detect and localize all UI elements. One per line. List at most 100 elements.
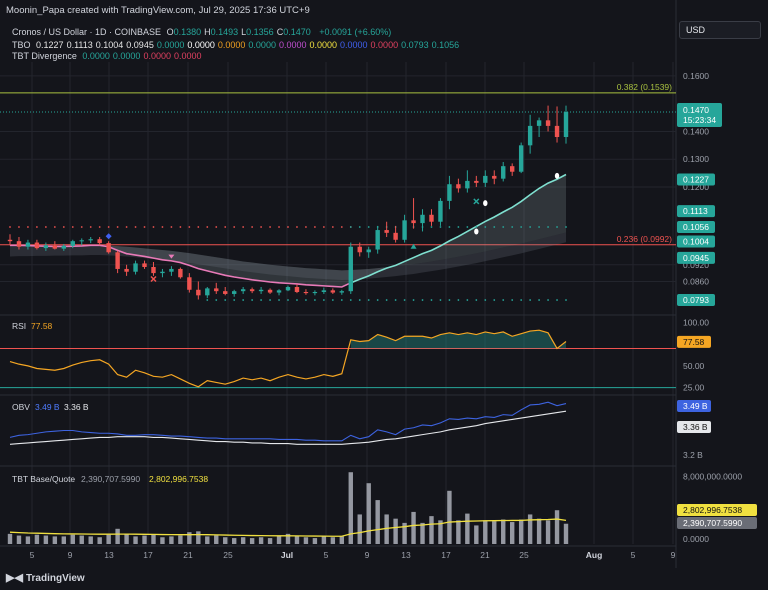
indicator-value-badge <box>677 205 715 218</box>
price-tick-label: 0.1200 <box>683 182 709 192</box>
support-dot <box>385 299 388 301</box>
rsi-overbought-fill <box>350 330 566 349</box>
candle-body <box>501 166 506 179</box>
resistance-dot <box>143 226 146 228</box>
tbo-line: TBO 0.1227 0.1113 0.1004 0.0945 0.0000 0.0000… <box>12 40 465 50</box>
resistance-dot <box>260 226 262 228</box>
candle-body <box>312 292 318 294</box>
volume-bar <box>501 519 506 544</box>
indicator-value-label: 0.0793 <box>683 295 709 305</box>
resistance-dot <box>179 226 182 228</box>
candle-body <box>303 292 309 294</box>
candle-body <box>43 245 49 249</box>
x-tick-label: 9 <box>365 550 370 560</box>
candle-body <box>375 230 380 250</box>
volume-value: 2,802,996.7538 <box>149 474 208 484</box>
tbo-value: 0.0000 <box>278 40 307 50</box>
volume-bar <box>438 520 443 544</box>
volume-bar <box>106 534 111 544</box>
volume-bar <box>429 516 434 544</box>
signal-marker-icon <box>483 200 488 207</box>
candle-body <box>34 242 40 249</box>
support-dot <box>331 299 334 301</box>
candle-body <box>330 290 336 293</box>
resistance-dot <box>331 226 334 228</box>
x-tick-label: 5 <box>324 550 329 560</box>
resistance-dot <box>538 226 540 228</box>
volume-badge-label: 2,390,707.5990 <box>683 518 742 528</box>
candle-body <box>276 290 282 293</box>
candle-body <box>474 180 479 183</box>
candle-body <box>384 230 389 233</box>
signal-marker-icon <box>474 228 479 235</box>
candle-body <box>205 288 210 296</box>
support-dot <box>403 299 406 301</box>
resistance-dot <box>89 226 92 228</box>
resistance-dot <box>215 226 218 228</box>
support-dot <box>394 299 397 301</box>
x-tick-label: 9 <box>68 550 73 560</box>
candle-body <box>545 120 551 126</box>
volume-bar <box>527 514 533 544</box>
volume-value-badge <box>677 504 757 516</box>
x-tick-label: 5 <box>631 550 636 560</box>
support-dot <box>376 299 379 301</box>
volume-bar <box>231 538 237 544</box>
sell-triangle-icon <box>168 254 175 259</box>
rsi-tick-label: 50.00 <box>683 361 705 371</box>
sell-cross-icon <box>150 275 157 283</box>
ohlc-key: L <box>241 27 247 37</box>
candle-body <box>402 220 407 240</box>
volume-bar <box>70 534 75 544</box>
candle-body <box>249 289 255 292</box>
volume-bar <box>285 533 291 544</box>
price-change: +0.0091 (+6.60%) <box>319 27 392 37</box>
candle-body <box>483 175 488 183</box>
tbo-value: 0.1004 <box>95 40 124 50</box>
volume-bar <box>52 536 58 544</box>
rsi-line <box>9 329 567 388</box>
candle-body <box>223 291 228 294</box>
candle-body <box>438 200 443 222</box>
support-dot <box>457 299 460 301</box>
candle-body <box>447 184 452 201</box>
resistance-dot <box>322 226 325 228</box>
candle-body <box>7 239 13 242</box>
indicator-value-badge <box>677 235 715 248</box>
x-tick-label: 21 <box>183 550 193 560</box>
indicator-value-badge <box>677 251 715 264</box>
candle-body <box>285 287 291 291</box>
support-dot <box>305 299 307 301</box>
candle-body <box>106 243 111 253</box>
tv-logo-icon: ▶◀ <box>6 572 26 584</box>
candle-body <box>240 289 246 292</box>
resistance-dot <box>493 226 496 228</box>
fib-level-label: 0.382 (0.1539) <box>617 82 672 92</box>
resistance-dot <box>484 226 487 228</box>
tbo-value: 0.1113 <box>66 40 93 50</box>
ema-ribbon-fill <box>10 174 566 287</box>
resistance-dot <box>565 226 567 228</box>
volume-bar <box>178 535 183 544</box>
volume-bar <box>483 520 488 544</box>
support-dot <box>340 299 343 301</box>
resistance-dot <box>18 226 20 228</box>
volume-bar <box>34 534 40 544</box>
obv-tick-label: 3.2 B <box>683 450 703 460</box>
tbo-value: 0.1056 <box>431 40 460 50</box>
last-price-badge <box>677 103 722 127</box>
candle-body <box>79 240 84 242</box>
tbo-value: 0.0945 <box>126 40 154 50</box>
obv-badge-label: 3.36 B <box>683 422 708 432</box>
price-tick-label: 0.0860 <box>683 276 709 286</box>
volume-bar <box>321 536 327 544</box>
volume-bar <box>187 532 192 544</box>
resistance-dot <box>44 226 47 228</box>
volume-bar <box>303 537 309 544</box>
currency-button[interactable]: USD <box>679 21 761 39</box>
indicator-value-badge <box>677 173 715 186</box>
candle-body <box>411 220 416 224</box>
volume-bar <box>554 510 560 544</box>
candle-body <box>294 287 300 292</box>
